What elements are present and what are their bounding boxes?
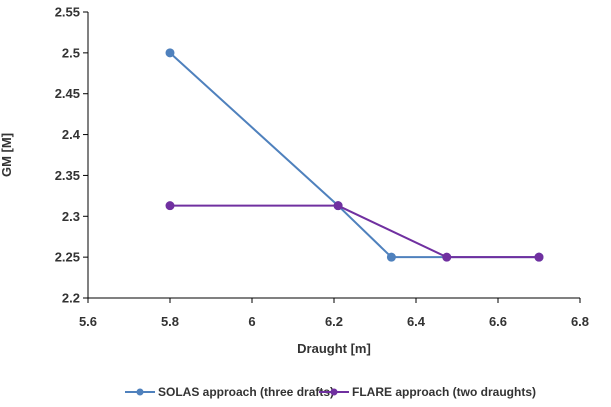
series-line-flare	[170, 204, 539, 259]
plot-area: 2.2 2.25 2.3 2.35 2.4 2.45 2.5 2.55 5.6 5.8 6 6.2 6…	[55, 5, 589, 330]
y-tick-label: 2.3	[62, 209, 80, 224]
legend-swatch-marker-flare	[330, 388, 338, 396]
y-axis-title: GM [M]	[0, 133, 14, 177]
data-point-flare	[165, 201, 175, 211]
legend-swatch-marker-solas	[136, 388, 144, 396]
data-point-solas	[386, 252, 396, 262]
y-tick-label: 2.4	[62, 127, 81, 142]
y-tick-label: 2.55	[55, 5, 80, 20]
x-tick-label: 6.6	[489, 314, 507, 329]
data-point-solas	[165, 48, 175, 58]
data-point-flare	[442, 252, 452, 262]
series-flare	[165, 201, 544, 262]
series-line-solas	[169, 52, 539, 259]
legend-item-flare: FLARE approach (two draughts)	[319, 385, 536, 399]
x-tick-label: 5.8	[161, 314, 179, 329]
x-tick-label: 6.4	[407, 314, 426, 329]
data-point-flare	[534, 252, 544, 262]
x-axis-title: Draught [m]	[297, 341, 371, 356]
series-layer	[165, 48, 544, 262]
y-tick-label: 2.25	[55, 250, 80, 265]
y-tick-label: 2.2	[62, 291, 80, 306]
legend-label-solas: SOLAS approach (three drafts)	[158, 385, 334, 399]
y-axis-ticks: 2.2 2.25 2.3 2.35 2.4 2.45 2.5 2.55	[55, 5, 88, 306]
legend: SOLAS approach (three drafts) FLARE appr…	[125, 385, 536, 399]
x-axis-ticks: 5.6 5.8 6 6.2 6.4 6.6 6.8	[79, 298, 589, 329]
legend-label-flare: FLARE approach (two draughts)	[352, 385, 536, 399]
y-tick-label: 2.5	[62, 45, 80, 60]
data-point-flare	[333, 201, 343, 211]
legend-item-solas: SOLAS approach (three drafts)	[125, 385, 334, 399]
x-tick-label: 6	[248, 314, 255, 329]
y-tick-label: 2.35	[55, 168, 80, 183]
x-tick-label: 6.8	[571, 314, 589, 329]
series-solas	[165, 48, 544, 262]
x-tick-label: 6.2	[325, 314, 343, 329]
x-tick-label: 5.6	[79, 314, 97, 329]
y-tick-label: 2.45	[55, 86, 80, 101]
